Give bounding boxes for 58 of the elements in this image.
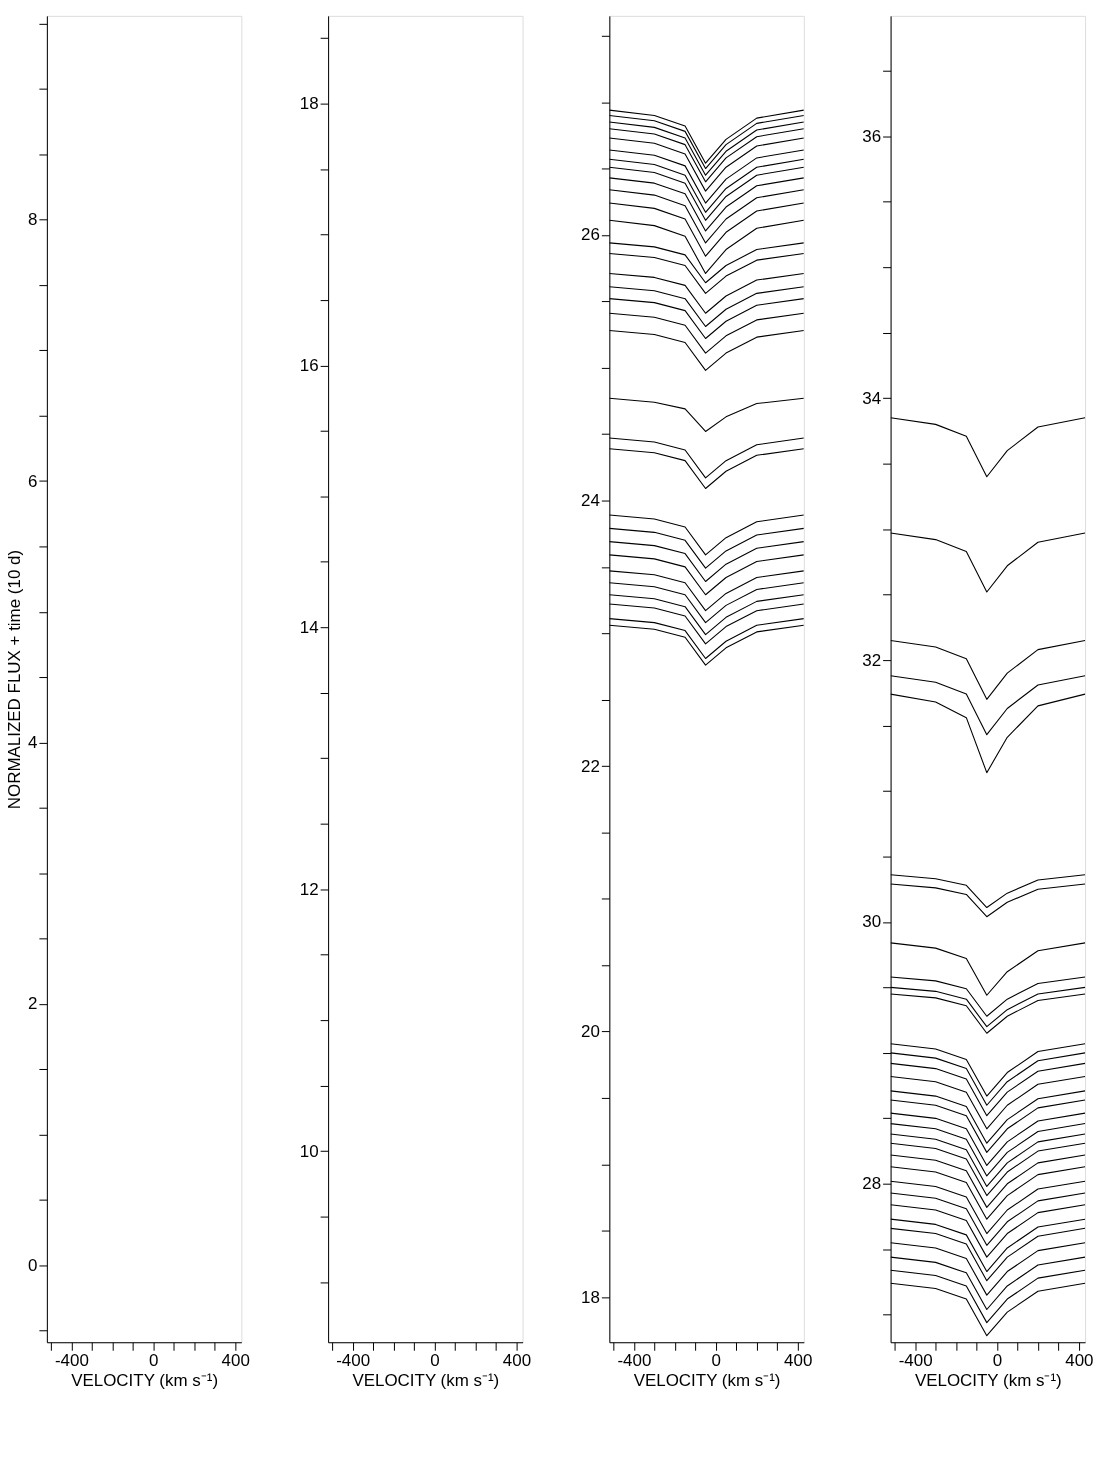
x-tick-label: 0 bbox=[711, 1350, 721, 1370]
x-tick-label: 400 bbox=[1065, 1350, 1094, 1370]
line-series bbox=[609, 137, 804, 192]
y-tick-label: 32 bbox=[862, 650, 882, 670]
line-series bbox=[609, 149, 804, 204]
y-axis-title: NORMALIZED FLUX + time (10 d) bbox=[4, 549, 24, 810]
y-tick-label: 6 bbox=[27, 471, 38, 491]
y-tick-label: 26 bbox=[581, 225, 600, 245]
line-series bbox=[609, 527, 804, 569]
line-series bbox=[609, 242, 804, 284]
y-tick-label: 8 bbox=[27, 210, 38, 230]
y-tick-label: 24 bbox=[581, 490, 600, 510]
y-tick-label: 18 bbox=[581, 1287, 600, 1307]
line-series bbox=[609, 541, 804, 583]
x-tick-label: 400 bbox=[784, 1350, 813, 1370]
line-series bbox=[609, 219, 804, 274]
y-tick-label: 28 bbox=[862, 1174, 882, 1194]
line-series bbox=[609, 397, 804, 432]
y-tick-label: 34 bbox=[862, 388, 882, 408]
line-series bbox=[609, 554, 804, 596]
x-tick-label: 0 bbox=[992, 1350, 1003, 1370]
line-series bbox=[609, 202, 804, 257]
line-series bbox=[609, 329, 804, 371]
x-tick-label: 400 bbox=[502, 1350, 532, 1370]
y-tick-label: 16 bbox=[299, 355, 319, 375]
line-series bbox=[609, 618, 804, 660]
x-tick-label: 0 bbox=[430, 1350, 440, 1370]
y-tick-label: 14 bbox=[299, 617, 319, 637]
y-tick-label: 4 bbox=[27, 732, 38, 752]
x-tick-label: -400 bbox=[617, 1350, 652, 1370]
x-tick-label: -400 bbox=[54, 1350, 89, 1370]
x-axis-title: VELOCITY (km s⁻¹) bbox=[352, 1370, 500, 1390]
x-axis-title: VELOCITY (km s⁻¹) bbox=[633, 1370, 781, 1390]
y-tick-label: 22 bbox=[581, 756, 600, 776]
x-tick-label: 0 bbox=[149, 1350, 159, 1370]
x-tick-label: -400 bbox=[336, 1350, 371, 1370]
line-series bbox=[609, 437, 804, 479]
y-tick-label: 0 bbox=[27, 1255, 38, 1275]
y-tick-label: 20 bbox=[581, 1022, 600, 1042]
x-axis-title: VELOCITY (km s⁻¹) bbox=[71, 1370, 219, 1390]
x-tick-label: -400 bbox=[898, 1350, 933, 1370]
y-tick-label: 2 bbox=[27, 994, 38, 1014]
line-series bbox=[609, 114, 804, 170]
line-series bbox=[609, 603, 804, 645]
line-series bbox=[609, 121, 804, 176]
x-axis-title: VELOCITY (km s⁻¹) bbox=[914, 1370, 1062, 1390]
line-series bbox=[609, 272, 804, 314]
y-tick-label: 18 bbox=[299, 94, 319, 114]
x-tick-label: 400 bbox=[221, 1350, 250, 1370]
line-series bbox=[609, 252, 804, 294]
line-series bbox=[609, 312, 804, 354]
line-series bbox=[609, 624, 804, 666]
y-tick-label: 30 bbox=[862, 912, 882, 932]
line-series bbox=[609, 514, 804, 556]
y-tick-label: 36 bbox=[862, 126, 882, 146]
y-tick-label: 12 bbox=[299, 879, 319, 899]
line-series bbox=[609, 158, 804, 213]
y-tick-label: 10 bbox=[299, 1141, 319, 1161]
